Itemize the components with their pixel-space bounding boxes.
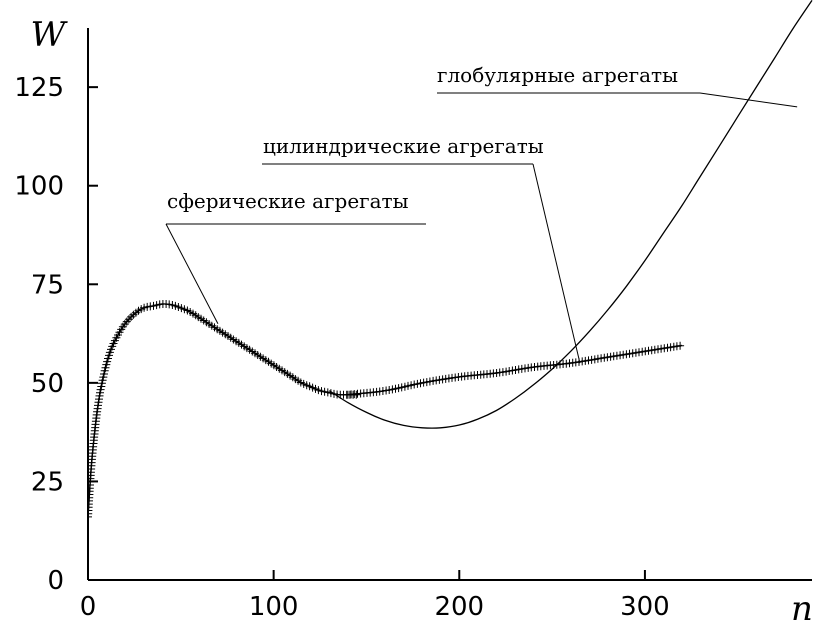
- annotation-label: глобулярные агрегаты: [437, 63, 678, 87]
- data-point: [676, 341, 685, 350]
- data-point: [88, 512, 92, 521]
- data-point: [397, 383, 406, 392]
- data-point: [97, 382, 106, 391]
- annotation-label: сферические агрегаты: [167, 189, 409, 213]
- data-point: [511, 366, 520, 374]
- data-point: [100, 370, 108, 378]
- annotation-label: цилиндрические агрегаты: [263, 134, 544, 158]
- x-tick-label: 100: [249, 592, 299, 622]
- x-tick-label: 200: [434, 592, 484, 622]
- y-tick-label: 0: [47, 566, 64, 596]
- x-tick-label: 300: [620, 592, 670, 622]
- data-point: [385, 386, 394, 394]
- annotation-leader: [699, 92, 798, 108]
- data-point: [425, 377, 434, 386]
- x-tick-label: 0: [80, 592, 97, 622]
- data-point: [320, 387, 329, 396]
- y-tick-label: 50: [31, 369, 64, 399]
- annotations: глобулярные агрегаты цилиндрические агрег…: [165, 63, 798, 364]
- x-axis-label: n: [791, 589, 813, 629]
- y-axis-label: W: [31, 15, 69, 55]
- y-tick-label: 125: [14, 73, 64, 103]
- y-tick-label: 25: [31, 467, 64, 497]
- y-tick-label: 75: [31, 270, 64, 300]
- y-tick-label: 100: [14, 172, 64, 202]
- ticks: 0 25 50 75 100 125 0 100 200 300: [14, 73, 669, 622]
- annotation-leader: [532, 163, 581, 364]
- curves: [88, 0, 813, 521]
- data-point: [410, 380, 419, 389]
- data-point: [165, 300, 174, 309]
- annotation-leader: [165, 223, 219, 324]
- axes: [87, 28, 812, 581]
- series-line: [328, 0, 813, 429]
